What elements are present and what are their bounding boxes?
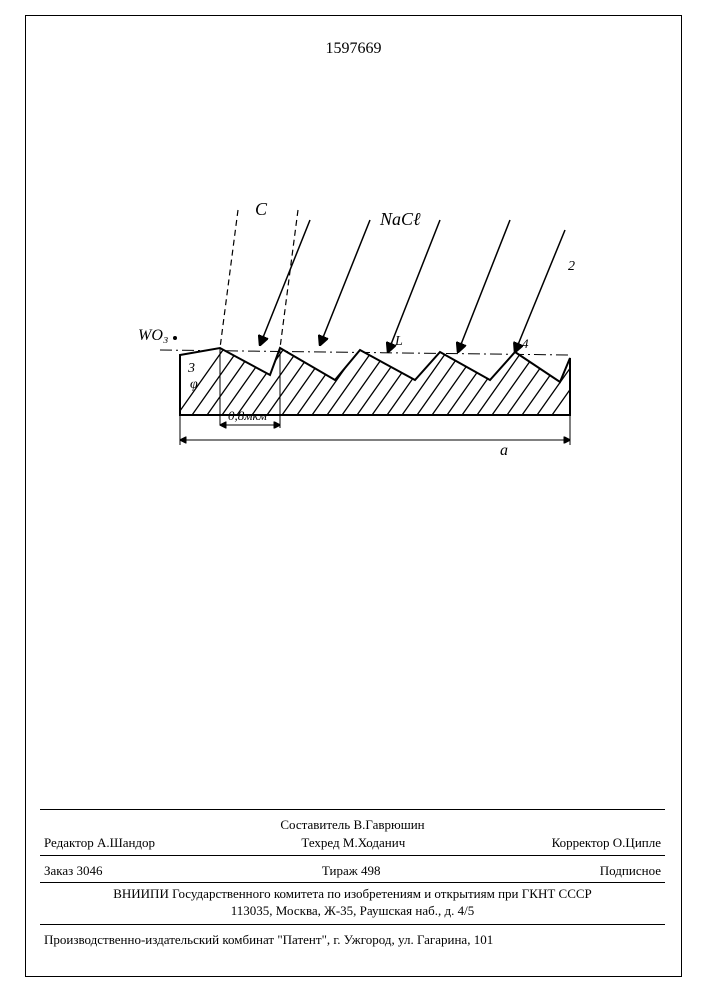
label-wo3: WO₃ [138,327,168,344]
label-ref-3: 3 [187,361,195,376]
diffraction-grating-diagram: C NaCℓ WO₃ 3 φ L 4 2 0,8мкм a [120,200,590,500]
label-4: 4 [522,336,529,351]
subscription: Подписное [600,862,661,880]
techred: Техред М.Ходанич [301,834,405,852]
label-L: L [394,334,403,349]
publisher: Производственно-издательский комбинат "П… [40,931,665,949]
editor: Редактор А.Шандор [44,834,155,852]
label-dim-wide: a [500,442,508,459]
grating-profile [180,348,570,415]
patent-number: 1597669 [0,40,707,58]
label-2: 2 [568,259,575,274]
org-line2: 113035, Москва, Ж-35, Раушская наб., д. … [40,902,665,920]
footer-block: Составитель В.Гаврюшин Редактор А.Шандор… [40,805,665,948]
corrector: Корректор О.Ципле [552,834,661,852]
org-line1: ВНИИПИ Государственного комитета по изоб… [40,885,665,903]
label-dim-small: 0,8мкм [228,408,267,423]
incident-rays-nacl [260,220,565,352]
label-phi: φ [190,377,198,392]
wo3-dot [173,336,177,340]
compiler-line: Составитель В.Гаврюшин [40,816,665,834]
order: Заказ 3046 [44,862,103,880]
label-nacl: NaCℓ [379,209,421,229]
label-c: C [255,200,268,219]
tirazh: Тираж 498 [322,862,381,880]
